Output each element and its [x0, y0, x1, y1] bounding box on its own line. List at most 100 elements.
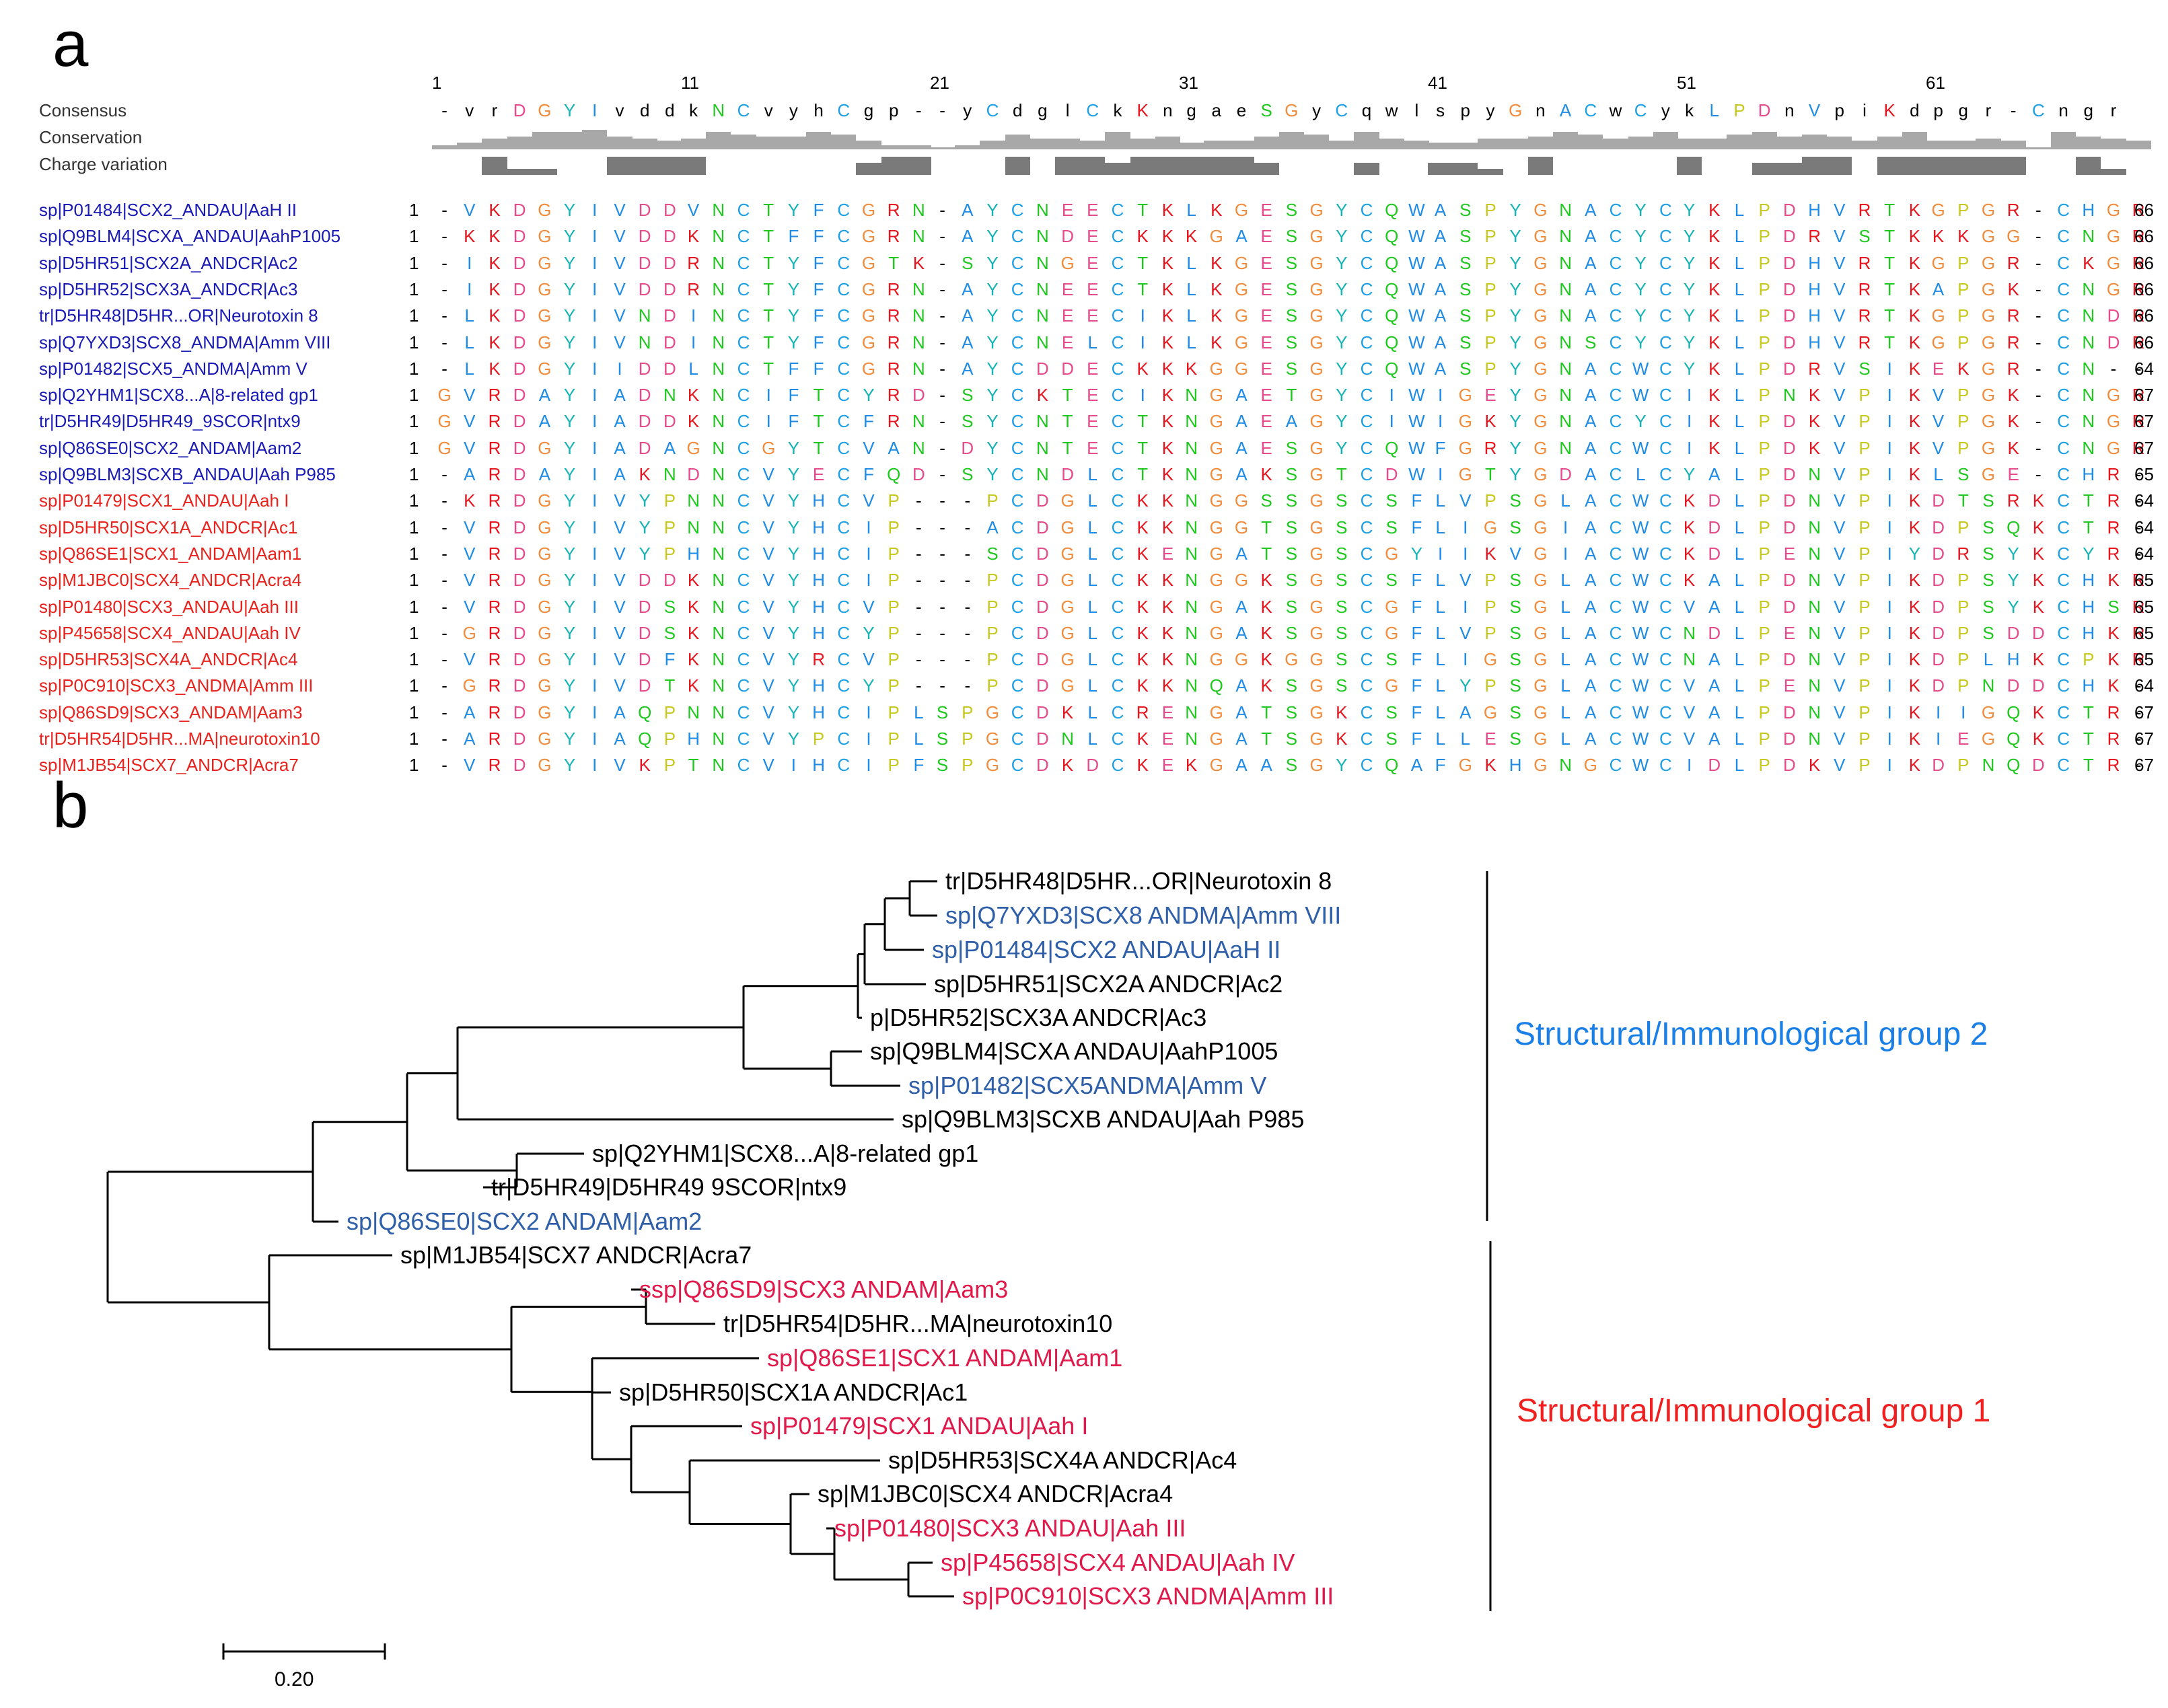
conservation-bar — [1503, 139, 1528, 149]
tree-leaf-label: sp|Q9BLM4|SCXA ANDAU|AahP1005 — [870, 1037, 1278, 1065]
residue: C — [1659, 358, 1672, 379]
residue: C — [1659, 332, 1672, 352]
consensus-residue: y — [1312, 100, 1322, 120]
conservation-bar — [2051, 132, 2076, 149]
residue: V — [1834, 279, 1846, 299]
charge-bar — [482, 157, 507, 175]
residue: T — [813, 385, 824, 406]
residue: A — [663, 437, 676, 458]
residue: P — [1758, 385, 1770, 406]
residue: - — [939, 200, 945, 220]
conservation-bar — [1204, 141, 1229, 149]
residue: K — [1708, 385, 1721, 406]
charge-bar — [1155, 157, 1180, 175]
residue: W — [1408, 252, 1425, 273]
residue: L — [1734, 226, 1745, 247]
tree-leaf-label: sp|M1JBC0|SCX4 ANDCR|Acra4 — [818, 1480, 1173, 1508]
conservation-bar — [2076, 136, 2101, 149]
residue: A — [962, 279, 974, 299]
residue: N — [1036, 437, 1049, 458]
residue: N — [912, 437, 925, 458]
residue: A — [1235, 385, 1248, 406]
residue: C — [1659, 385, 1672, 406]
residue: Y — [1509, 332, 1521, 352]
residue: A — [538, 385, 551, 406]
residue: G — [861, 358, 876, 379]
residue: G — [1309, 279, 1324, 299]
residue: G — [1981, 358, 1996, 379]
residue: L — [1734, 385, 1745, 406]
residue: N — [2082, 332, 2095, 352]
residue: Y — [563, 252, 576, 273]
residue: C — [837, 358, 851, 379]
residue: - — [441, 358, 447, 379]
residue: P — [1484, 200, 1496, 220]
charge-bar — [1254, 163, 1279, 175]
residue: Y — [986, 437, 999, 458]
residue: C — [1111, 279, 1124, 299]
residue: G — [1533, 385, 1548, 406]
residue: G — [861, 305, 876, 326]
residue: G — [1234, 305, 1249, 326]
residue: E — [1260, 252, 1272, 273]
residue: G — [686, 437, 700, 458]
residue: Q — [1385, 279, 1399, 299]
residue: D — [1783, 279, 1796, 299]
residue: K — [489, 226, 501, 247]
conservation-bar — [1877, 136, 1902, 149]
conservation-bar — [1702, 139, 1727, 149]
residue: K — [1136, 358, 1149, 379]
residue: G — [1981, 279, 1996, 299]
residue: P — [1957, 200, 1970, 220]
residue: R — [488, 411, 501, 432]
residue: Y — [1634, 332, 1647, 352]
tree-leaf-label: sp|Q2YHM1|SCX8...A|8-related gp1 — [592, 1140, 978, 1167]
residue: K — [1484, 411, 1496, 432]
residue: K — [1185, 358, 1198, 379]
residue: R — [887, 305, 900, 326]
header-label: Consensus — [39, 100, 127, 120]
consensus-residue: n — [2058, 100, 2068, 120]
residue: I — [690, 305, 696, 326]
residue: G — [1209, 226, 1223, 247]
consensus-residue: p — [888, 100, 899, 120]
residue: N — [1036, 252, 1049, 273]
residue: A — [614, 385, 626, 406]
residue: - — [2135, 358, 2142, 379]
conservation-bar — [1105, 132, 1130, 149]
residue: E — [1061, 305, 1074, 326]
consensus-residue: y — [789, 100, 798, 120]
consensus-residue: l — [1414, 100, 1419, 120]
consensus-residue: Y — [563, 100, 576, 120]
residue: G — [2106, 279, 2121, 299]
residue: C — [1609, 411, 1622, 432]
residue: I — [766, 411, 771, 432]
residue: Y — [563, 385, 576, 406]
residue: K — [1708, 411, 1721, 432]
residue: K — [1957, 358, 1970, 379]
residue: L — [464, 358, 475, 379]
residue: R — [887, 332, 900, 352]
residue: P — [1758, 279, 1770, 299]
residue: Y — [1683, 226, 1696, 247]
charge-bar — [1005, 157, 1030, 175]
consensus-residue: p — [1933, 100, 1943, 120]
residue: F — [813, 200, 824, 220]
residue: G — [1309, 226, 1324, 247]
residue: L — [1734, 200, 1745, 220]
residue: G — [1533, 200, 1548, 220]
residue: P — [1758, 305, 1770, 326]
residue: - — [939, 226, 945, 247]
residue: D — [513, 279, 526, 299]
residue: K — [2007, 385, 2019, 406]
conservation-bar — [1802, 134, 1828, 149]
residue: E — [1061, 200, 1074, 220]
panel-a-label: a — [52, 8, 89, 80]
conservation-bar — [1130, 139, 1155, 149]
conservation-bar — [1751, 132, 1777, 149]
residue: D — [663, 279, 676, 299]
consensus-residue: g — [863, 100, 874, 120]
residue: I — [1686, 385, 1692, 406]
residue: R — [887, 226, 900, 247]
residue: W — [1408, 385, 1425, 406]
